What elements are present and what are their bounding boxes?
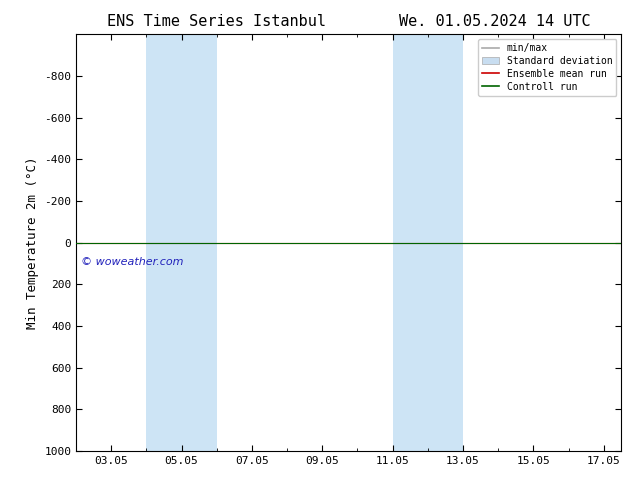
Text: © woweather.com: © woweather.com xyxy=(81,257,184,267)
Legend: min/max, Standard deviation, Ensemble mean run, Controll run: min/max, Standard deviation, Ensemble me… xyxy=(477,39,616,96)
Y-axis label: Min Temperature 2m (°C): Min Temperature 2m (°C) xyxy=(25,156,39,329)
Bar xyxy=(146,34,217,451)
Title: ENS Time Series Istanbul        We. 01.05.2024 14 UTC: ENS Time Series Istanbul We. 01.05.2024 … xyxy=(107,14,590,29)
Bar xyxy=(392,34,463,451)
